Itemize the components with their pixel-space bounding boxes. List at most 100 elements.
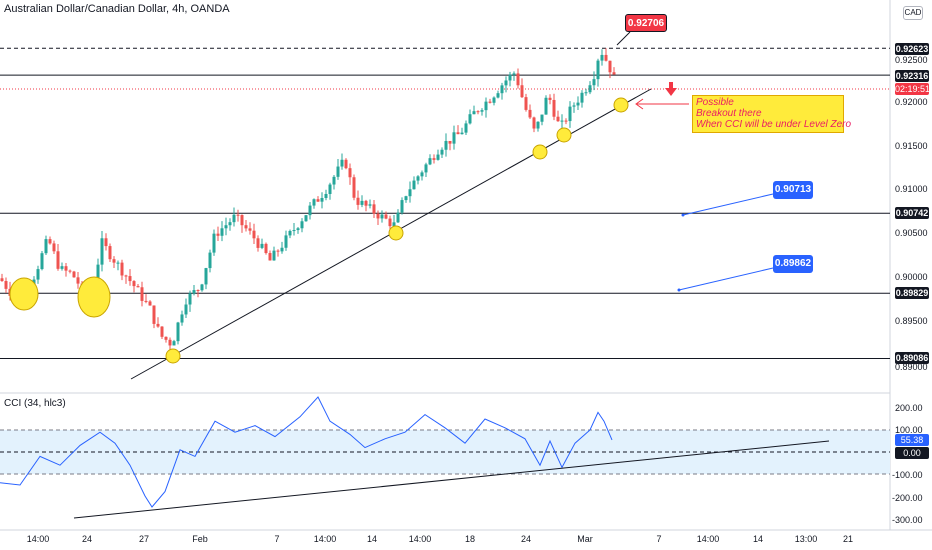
candle-body-101 <box>404 196 408 201</box>
candle-body-87 <box>348 168 352 178</box>
candle-body-94 <box>376 213 380 219</box>
candle-body-50 <box>200 284 204 291</box>
chart-title: Australian Dollar/Canadian Dollar, 4h, O… <box>4 3 230 15</box>
highlight-circle-2 <box>77 276 111 318</box>
price-tick-1: 0.92500 <box>895 55 928 65</box>
candle-body-140 <box>560 120 564 122</box>
time-tick-1: 14:00 <box>26 534 50 544</box>
candle-body-27 <box>108 246 112 260</box>
time-tick-7: 14 <box>366 534 378 544</box>
candle-body-10 <box>40 253 44 270</box>
candle-body-152 <box>608 60 612 73</box>
candle-body-55 <box>220 228 224 236</box>
cci-tick-minus300: -300.00 <box>892 515 923 525</box>
time-tick-2: 24 <box>81 534 93 544</box>
candle-body-132 <box>528 109 532 118</box>
candle-body-150 <box>600 54 604 61</box>
candle-body-16 <box>64 266 68 271</box>
time-tick-13: 14:00 <box>696 534 720 544</box>
candle-body-89 <box>356 197 360 205</box>
candle-body-137 <box>548 97 552 100</box>
candle-body-107 <box>428 158 432 165</box>
candle-body-36 <box>144 300 148 302</box>
candle-body-31 <box>124 275 128 277</box>
callout-level-2: 0.89862 <box>773 255 813 273</box>
cci-current-value: 55.38 <box>895 434 929 446</box>
callout-dot-level-1 <box>681 213 685 217</box>
candle-body-91 <box>364 200 368 206</box>
candle-body-48 <box>192 290 196 294</box>
time-tick-15: 13:00 <box>794 534 818 544</box>
candle-body-102 <box>408 189 412 197</box>
candle-body-99 <box>396 212 400 223</box>
candle-body-108 <box>432 158 436 160</box>
candle-body-115 <box>460 132 464 135</box>
candle-body-46 <box>184 304 188 315</box>
candle-body-79 <box>316 199 320 202</box>
candle-body-90 <box>360 200 364 205</box>
candle-body-116 <box>464 123 468 133</box>
candle-body-63 <box>252 230 256 239</box>
highlight-circle-5 <box>532 144 548 160</box>
candle-body-69 <box>276 250 280 252</box>
candle-body-113 <box>452 132 456 144</box>
candle-body-68 <box>272 250 276 261</box>
candle-body-144 <box>576 102 580 106</box>
candle-body-72 <box>288 230 292 236</box>
candle-body-82 <box>328 184 332 194</box>
candle-body-28 <box>112 259 116 263</box>
price-tick-6: 0.90000 <box>895 272 928 282</box>
candle-body-73 <box>292 230 296 232</box>
cci-line <box>0 396 613 508</box>
candle-body-51 <box>204 268 208 285</box>
candle-body-117 <box>468 114 472 124</box>
candle-body-0 <box>0 278 4 282</box>
candle-body-17 <box>68 270 72 272</box>
highlight-circle-4 <box>388 225 404 241</box>
candle-body-14 <box>56 251 60 269</box>
candle-body-9 <box>36 269 40 280</box>
time-tick-4: Feb <box>192 534 208 544</box>
candle-body-111 <box>444 140 448 150</box>
candle-body-119 <box>476 111 480 113</box>
candle-body-1 <box>4 281 8 289</box>
candle-body-123 <box>492 97 496 103</box>
candle-body-26 <box>104 238 108 247</box>
candle-body-130 <box>520 85 524 98</box>
time-tick-11: Mar <box>577 534 593 544</box>
candle-body-12 <box>48 239 52 244</box>
candle-body-64 <box>256 238 260 248</box>
candle-body-125 <box>500 85 504 94</box>
candle-body-88 <box>352 177 356 198</box>
time-tick-10: 24 <box>520 534 532 544</box>
highlight-circle-1 <box>9 277 39 311</box>
candle-body-52 <box>208 252 212 269</box>
candle-body-25 <box>100 238 104 265</box>
candle-body-100 <box>400 200 404 213</box>
candle-body-15 <box>60 266 64 269</box>
candle-body-54 <box>216 233 220 236</box>
level-label-5: 0.89086 <box>895 352 929 364</box>
price-tick-7: 0.89500 <box>895 316 928 326</box>
price-tick-5: 0.90500 <box>895 228 928 238</box>
candle-body-149 <box>596 60 600 80</box>
note-line-1: Possible <box>696 97 734 108</box>
time-tick-14: 14 <box>752 534 764 544</box>
candle-body-37 <box>148 301 152 306</box>
cci-title: CCI (34, hlc3) <box>4 398 66 409</box>
candle-body-59 <box>236 214 240 216</box>
note-line-3: When CCI will be under Level Zero <box>696 119 852 130</box>
price-tick-4: 0.91000 <box>895 184 928 194</box>
cci-tick-minus100: -100.00 <box>892 470 923 480</box>
candle-body-110 <box>440 149 444 155</box>
candle-body-61 <box>244 225 248 229</box>
candle-body-135 <box>540 114 544 122</box>
candle-body-78 <box>312 199 316 206</box>
candle-body-57 <box>228 222 232 226</box>
highlight-circle-3 <box>165 348 181 364</box>
candle-body-131 <box>524 97 528 110</box>
candle-body-92 <box>368 204 372 206</box>
currency-badge[interactable]: CAD <box>903 6 923 20</box>
